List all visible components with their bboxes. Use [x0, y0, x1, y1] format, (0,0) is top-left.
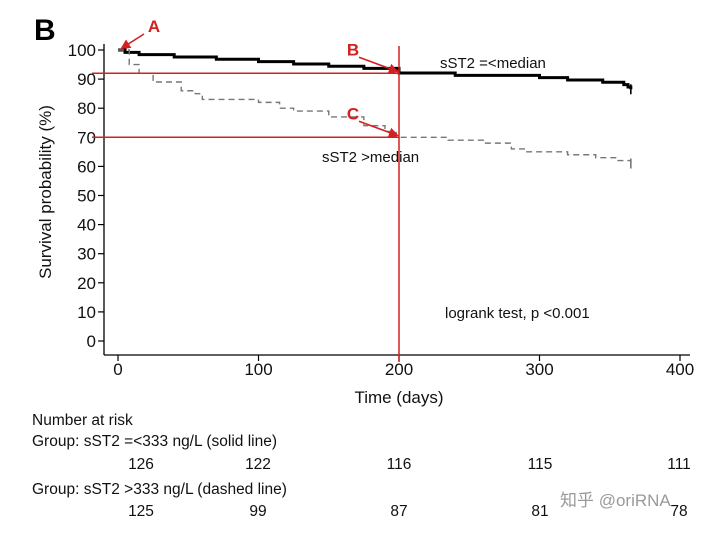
marker-B: B — [347, 40, 359, 59]
risk-value: 81 — [531, 503, 548, 520]
y-tick-label: 100 — [68, 41, 96, 60]
reference-lines — [92, 46, 400, 362]
logrank-test-label: logrank test, p <0.001 — [445, 305, 590, 322]
risk-group-1-label: Group: sST2 =<333 ng/L (solid line) — [32, 433, 277, 450]
series-line-1 — [118, 48, 633, 90]
risk-value: 87 — [390, 503, 407, 520]
series-label-dashed: sST2 >median — [322, 149, 419, 166]
y-tick-label: 40 — [77, 216, 96, 235]
axes: 0 10 20 30 40 50 60 70 80 90 100 0 100 200 300 400 — [68, 41, 695, 379]
risk-table: Number at risk Group: sST2 =<333 ng/L (s… — [32, 412, 691, 520]
y-tick-label: 20 — [77, 274, 96, 293]
annotation-markers: A B C — [120, 17, 399, 138]
risk-values: 126 122 116 115 111 125 99 87 81 78 — [128, 456, 691, 520]
x-tick-label: 200 — [385, 360, 413, 379]
marker-arrow-C — [358, 120, 399, 138]
risk-value: 115 — [528, 456, 553, 473]
risk-value: 122 — [245, 456, 271, 473]
y-tick-label: 70 — [77, 128, 96, 147]
risk-group-2-label: Group: sST2 >333 ng/L (dashed line) — [32, 481, 287, 498]
risk-table-title: Number at risk — [32, 412, 133, 429]
x-tick-label: 0 — [113, 360, 122, 379]
y-tick-label: 0 — [87, 332, 96, 351]
y-tick-label: 50 — [77, 187, 96, 206]
y-tick-label: 60 — [77, 157, 96, 176]
series-line-2 — [118, 49, 632, 164]
y-tick-label: 80 — [77, 99, 96, 118]
x-tick-label: 300 — [525, 360, 553, 379]
marker-C: C — [347, 104, 359, 123]
y-axis-label: Survival probability (%) — [36, 105, 55, 279]
risk-value: 116 — [387, 456, 412, 473]
y-tick-label: 10 — [77, 303, 96, 322]
watermark: 知乎 @oriRNA — [560, 491, 671, 510]
risk-value: 125 — [128, 503, 154, 520]
x-tick-label: 100 — [244, 360, 272, 379]
risk-value: 99 — [249, 503, 266, 520]
risk-value: 78 — [670, 503, 687, 520]
marker-A: A — [148, 17, 160, 36]
y-tick-label: 30 — [77, 245, 96, 264]
marker-arrow-B — [358, 56, 399, 74]
risk-value: 126 — [128, 456, 154, 473]
series-label-solid: sST2 =<median — [440, 55, 546, 72]
risk-value: 111 — [667, 456, 691, 473]
marker-arrow-A — [120, 33, 145, 50]
x-tick-label: 400 — [666, 360, 694, 379]
x-axis-label: Time (days) — [354, 388, 443, 407]
survival-curves — [118, 48, 633, 169]
y-tick-label: 90 — [77, 70, 96, 89]
panel-label: B — [34, 14, 56, 47]
